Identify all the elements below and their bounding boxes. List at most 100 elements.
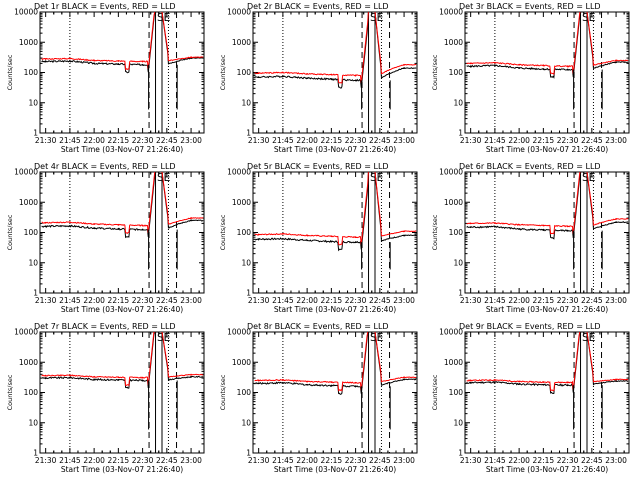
plot-frame [39, 11, 205, 134]
x-tick-label: 21:30 [460, 296, 482, 305]
series-group [41, 332, 204, 430]
data-point-events [493, 64, 496, 67]
series-line-lld [41, 332, 204, 387]
x-tick-label: 22:30 [132, 296, 154, 305]
series-line-events [254, 12, 417, 89]
x-axis-label: Start Time (03-Nov-07 21:26:40) [274, 145, 396, 154]
data-point-events [354, 241, 357, 244]
end-marker-label: E [376, 11, 383, 24]
start-marker-label: S [582, 171, 589, 184]
x-tick-label: 22:15 [533, 296, 555, 305]
x-tick-label: 22:15 [321, 456, 343, 465]
data-point-events [354, 385, 357, 388]
chart-panel-8: Det 8r BLACK = Events, RED = LLD 1 10 100 10… [219, 322, 418, 474]
data-point-lld [257, 379, 260, 382]
x-tick-label: 21:45 [272, 296, 294, 305]
y-tick-label: 10000 [227, 8, 251, 17]
data-point-lld [257, 233, 260, 236]
data-point-lld [257, 72, 260, 75]
data-point-lld [93, 59, 96, 62]
plot-frame [252, 171, 418, 294]
data-point-events [493, 381, 496, 384]
x-tick-label: 22:45 [156, 456, 178, 465]
data-point-events [117, 228, 120, 230]
x-tick-label: 22:45 [581, 296, 603, 305]
data-point-events [566, 384, 569, 387]
data-point-events [330, 240, 333, 243]
x-tick-label: 22:00 [508, 136, 530, 145]
chart-panel-1: Det 1r BLACK = Events, RED = LLD 1 10 100 10… [6, 2, 205, 154]
data-point-events [330, 384, 333, 387]
data-point-lld [68, 374, 71, 377]
x-tick-label: 21:30 [35, 456, 57, 465]
plot-frame [39, 171, 205, 294]
x-tick-label: 23:00 [605, 456, 627, 465]
x-tick-label: 21:30 [35, 296, 57, 305]
x-tick-label: 22:30 [132, 136, 154, 145]
data-point-events [141, 63, 144, 66]
data-point-events [44, 60, 47, 63]
y-axis-label: Counts/sec [219, 374, 227, 410]
series-line-lld [466, 172, 629, 235]
x-axis-label: Start Time (03-Nov-07 21:26:40) [486, 145, 608, 154]
y-tick-label: 100 [449, 388, 464, 397]
data-point-lld [493, 379, 496, 381]
data-point-events [68, 60, 71, 62]
panel-title: Det 1r BLACK = Events, RED = LLD [34, 2, 176, 11]
data-point-events [190, 219, 192, 222]
data-point-lld [542, 224, 545, 227]
end-marker-label: E [163, 171, 170, 184]
data-point-events [518, 67, 521, 69]
data-point-events [615, 380, 617, 382]
x-tick-label: 23:00 [393, 136, 415, 145]
end-marker-label: E [163, 331, 170, 344]
series-line-events [466, 172, 629, 240]
x-axis-label: Start Time (03-Nov-07 21:26:40) [486, 465, 608, 474]
data-point-lld [44, 374, 47, 377]
data-point-lld [566, 65, 569, 68]
data-point-lld [141, 60, 144, 63]
y-tick-label: 10 [28, 258, 38, 267]
x-tick-label: 22:15 [108, 136, 130, 145]
x-tick-label: 22:45 [581, 456, 603, 465]
data-point-lld [469, 379, 472, 382]
y-tick-label: 1000 [232, 198, 251, 207]
data-point-events [93, 378, 96, 381]
y-tick-label: 1 [246, 289, 251, 298]
x-tick-label: 23:00 [605, 136, 627, 145]
panel-title: Det 3r BLACK = Events, RED = LLD [459, 2, 601, 11]
y-tick-label: 10000 [439, 328, 463, 337]
end-marker-label: E [376, 331, 383, 344]
data-point-lld [403, 63, 405, 66]
series-group [254, 172, 417, 270]
y-tick-label: 100 [237, 388, 252, 397]
data-point-lld [403, 230, 405, 233]
x-tick-label: 21:45 [59, 136, 81, 145]
x-axis-label: Start Time (03-Nov-07 21:26:40) [486, 305, 608, 314]
series-line-events [466, 332, 629, 395]
x-tick-label: 22:45 [369, 296, 391, 305]
series-line-events [41, 12, 204, 74]
y-tick-label: 1 [33, 289, 38, 298]
data-point-events [257, 76, 260, 79]
y-tick-label: 10000 [14, 328, 38, 337]
x-tick-label: 21:45 [484, 456, 506, 465]
y-tick-label: 100 [449, 228, 464, 237]
y-tick-label: 10000 [227, 168, 251, 177]
y-tick-label: 10 [453, 418, 463, 427]
plot-frame [464, 331, 630, 454]
series-group [41, 172, 204, 270]
y-tick-label: 10000 [439, 168, 463, 177]
x-tick-label: 21:30 [248, 296, 270, 305]
x-tick-label: 22:00 [83, 456, 105, 465]
data-point-events [469, 226, 472, 229]
chart-panel-9: Det 9r BLACK = Events, RED = LLD 1 10 100 10… [431, 322, 630, 474]
data-point-events [566, 229, 569, 232]
y-tick-label: 10000 [227, 328, 251, 337]
x-tick-label: 22:30 [132, 456, 154, 465]
y-tick-label: 1 [458, 129, 463, 138]
data-point-lld [117, 60, 120, 62]
x-tick-label: 22:00 [508, 456, 530, 465]
y-tick-label: 10000 [14, 8, 38, 17]
data-point-events [281, 75, 284, 78]
